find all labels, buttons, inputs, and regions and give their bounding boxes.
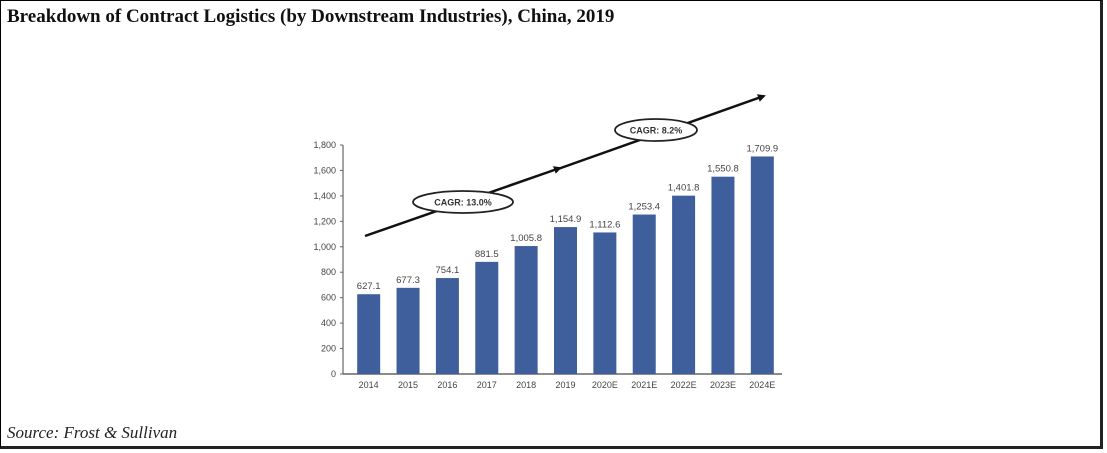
y-tick-label: 200 [321, 344, 336, 354]
y-tick-label: 1,600 [313, 165, 336, 175]
x-tick-label: 2019 [555, 380, 575, 390]
cagr-label: CAGR: 8.2% [630, 126, 683, 136]
y-tick-label: 1,200 [313, 216, 336, 226]
bar [750, 156, 774, 374]
y-tick-label: 800 [321, 267, 336, 277]
data-label: 627.1 [357, 281, 381, 292]
data-label: 754.1 [436, 265, 460, 276]
x-tick-label: 2017 [477, 380, 497, 390]
y-tick-label: 1,000 [313, 242, 336, 252]
data-label: 1,005.8 [510, 233, 542, 244]
x-tick-label: 2016 [437, 380, 457, 390]
bar [632, 214, 656, 374]
bar [711, 176, 735, 374]
data-label: 1,154.9 [550, 214, 582, 225]
data-label: 1,253.4 [628, 202, 660, 213]
x-tick-label: 2015 [398, 380, 418, 390]
y-tick-label: 600 [321, 293, 336, 303]
cagr-label: CAGR: 13.0% [434, 198, 492, 208]
y-tick-label: 1,800 [313, 140, 336, 150]
cagr-ellipse [412, 190, 514, 214]
chart-title: Breakdown of Contract Logistics (by Down… [7, 6, 615, 27]
data-label: 1,112.6 [589, 219, 620, 230]
y-tick-label: 1,400 [313, 191, 336, 201]
axes: 0 200 400 600 800 1,000 1,200 1,400 1,600 1,800 [313, 140, 782, 379]
x-tick-label: 2018 [516, 380, 536, 390]
bar [357, 294, 381, 374]
bar [514, 246, 538, 374]
y-tick-label: 400 [321, 318, 336, 328]
bar [475, 261, 499, 374]
bar [554, 227, 577, 374]
bar [435, 278, 459, 374]
x-tick-label: 2024E [749, 380, 775, 390]
x-tick-label: 2020E [592, 380, 618, 390]
x-tick-label: 2021E [631, 380, 657, 390]
bars [357, 156, 774, 374]
bar [396, 287, 420, 374]
cagr-trend-arrow: CAGR: 13.0% CAGR: 8.2% [364, 94, 766, 238]
data-labels: 627.1 2014 677.3 2015 754.1 2016 881.5 2017 1,00… [357, 143, 778, 390]
cagr-ellipse [614, 118, 698, 142]
data-label: 1,550.8 [707, 164, 739, 175]
x-tick-label: 2023E [710, 380, 736, 390]
x-tick-label: 2014 [359, 380, 379, 390]
data-label: 881.5 [475, 249, 499, 260]
bar [593, 232, 617, 374]
bar [672, 195, 696, 374]
data-label: 1,709.9 [746, 143, 778, 154]
data-label: 677.3 [396, 275, 420, 286]
y-tick-label: 0 [331, 369, 336, 379]
data-label: 1,401.8 [668, 183, 700, 194]
source-note: Source: Frost & Sullivan [7, 423, 178, 442]
x-tick-label: 2022E [671, 380, 697, 390]
